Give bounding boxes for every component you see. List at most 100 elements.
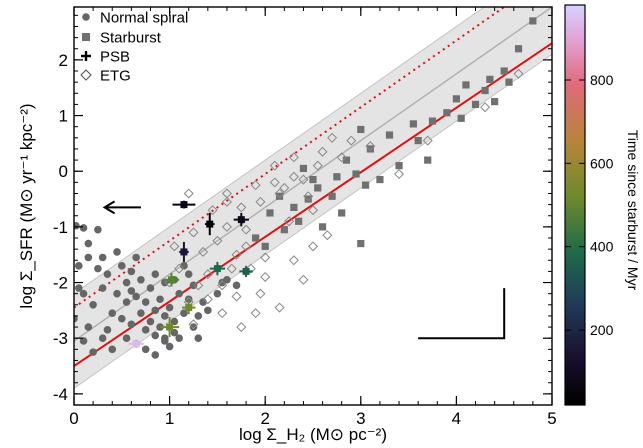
etg-point <box>322 230 333 241</box>
normal-spiral-point <box>137 275 145 284</box>
starburst-point <box>514 45 523 53</box>
normal-spiral-point <box>141 298 150 306</box>
etg-point <box>274 302 285 313</box>
etg-point <box>269 177 280 188</box>
etg-point <box>231 291 242 302</box>
normal-spiral-point <box>146 317 155 326</box>
x-tick-label: 0 <box>69 409 78 428</box>
etg-point <box>317 146 328 157</box>
etg-point <box>188 319 199 330</box>
etg-point <box>241 241 252 252</box>
normal-spiral-point <box>184 270 193 278</box>
legend-item: ETG <box>80 68 131 85</box>
normal-spiral-point <box>180 309 188 317</box>
etg-point <box>336 152 347 163</box>
normal-spiral-point <box>165 303 174 312</box>
etg-point <box>207 205 218 216</box>
starburst-point <box>261 242 269 250</box>
normal-spiral-point <box>141 326 150 334</box>
etg-point <box>480 102 491 113</box>
normal-spiral-point <box>118 314 126 323</box>
normal-spiral-point <box>161 312 169 320</box>
etg-point <box>260 271 271 282</box>
normal-spiral-point <box>204 306 212 315</box>
starburst-point <box>409 120 417 128</box>
normal-spiral-point <box>94 225 102 234</box>
psb-point <box>172 200 196 209</box>
colorbar-tick-label: 600 <box>590 155 614 171</box>
etg-point <box>513 68 524 79</box>
etg-point <box>202 269 213 280</box>
legend: Normal spiral Starburst PSB ETG <box>80 10 188 85</box>
normal-spiral-point <box>79 337 88 345</box>
starburst-point <box>529 17 537 25</box>
normal-spiral-point <box>175 334 183 343</box>
normal-spiral-point <box>113 289 121 298</box>
starburst-point <box>295 217 303 225</box>
y-tick-label: 0 <box>59 162 68 181</box>
normal-spiral-point <box>132 253 140 262</box>
legend-label: PSB <box>100 49 130 66</box>
starburst-point <box>505 78 513 86</box>
legend-symbol <box>81 51 91 61</box>
etg-point <box>288 171 299 182</box>
y-tick-label: -1 <box>53 218 68 237</box>
etg-point <box>236 202 247 213</box>
etg-point <box>221 196 232 207</box>
etg-point <box>250 180 261 191</box>
etg-point <box>245 263 256 274</box>
legend-symbol <box>82 13 90 21</box>
x-axis-title: log Σ_H₂ (M⊙ pc⁻²) <box>239 425 387 444</box>
starburst-point <box>395 162 403 170</box>
normal-spiral-point <box>84 323 93 331</box>
etg-point <box>303 191 314 202</box>
normal-spiral-point <box>98 334 107 343</box>
starburst-point <box>280 226 288 234</box>
colorbar-tick-label: 800 <box>590 72 614 88</box>
normal-spiral-point <box>194 334 203 343</box>
normal-spiral-point <box>74 284 83 292</box>
normal-spiral-point <box>79 289 88 298</box>
starburst-point <box>366 145 374 153</box>
colorbar-title: Time since starburst / Myr <box>625 130 641 291</box>
starburst-point <box>252 234 260 242</box>
colorbar-axis: 200 400 600 800 <box>565 72 614 338</box>
starburst-point <box>290 203 298 211</box>
normal-spiral-point <box>84 253 93 262</box>
starburst-point <box>266 209 274 217</box>
normal-spiral-point <box>74 314 78 323</box>
starburst-point <box>443 109 451 117</box>
normal-spiral-point <box>223 275 231 284</box>
normal-spiral-point <box>146 284 155 292</box>
normal-spiral-point <box>118 262 126 270</box>
starburst-point <box>457 114 465 122</box>
normal-spiral-point <box>89 301 97 309</box>
etg-point <box>307 241 319 252</box>
etg-point <box>260 252 271 263</box>
etg-point <box>212 235 223 246</box>
legend-label: ETG <box>100 68 131 85</box>
normal-spiral-point <box>122 334 131 343</box>
starburst-point <box>299 164 308 173</box>
colorbar-tick-label: 200 <box>590 322 614 338</box>
starburst-point <box>318 223 327 231</box>
normal-spiral-point <box>170 328 179 337</box>
starburst-point <box>414 136 422 145</box>
colorbar <box>564 4 586 406</box>
normal-spiral-point <box>98 253 107 262</box>
etg-point <box>255 288 266 299</box>
starburst-point <box>481 86 489 95</box>
etg-point <box>312 160 323 171</box>
x-tick-label: 5 <box>547 409 556 428</box>
scatter-band <box>74 7 552 389</box>
normal-spiral-point <box>151 351 160 359</box>
psb-point <box>163 273 180 287</box>
normal-spiral-point <box>151 331 160 340</box>
starburst-point <box>314 184 322 192</box>
normal-spiral-point <box>127 320 136 329</box>
normal-spiral-point <box>108 345 117 354</box>
y-tick-label: -3 <box>53 329 68 348</box>
psb-point <box>128 340 144 348</box>
reference-line <box>74 7 552 342</box>
normal-spiral-point <box>127 287 136 295</box>
